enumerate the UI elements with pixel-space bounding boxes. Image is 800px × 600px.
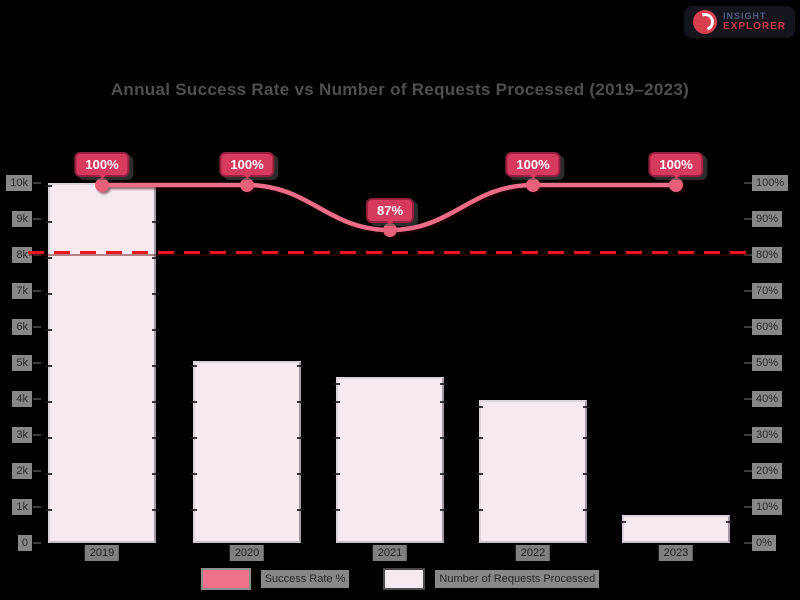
point-label-badge: 100% (505, 152, 561, 177)
right-axis-label: 20% (752, 463, 783, 479)
legend-swatch-bar (383, 568, 426, 590)
left-axis-label: 9k (12, 211, 32, 227)
right-axis-label: 0% (752, 535, 776, 551)
right-axis-label: 50% (752, 355, 783, 371)
left-axis-label: 7k (12, 283, 32, 299)
point-label-badge: 87% (365, 198, 415, 223)
bar-2019 (45, 183, 159, 543)
right-axis-label: 70% (752, 283, 783, 299)
right-axis-label: 60% (752, 319, 783, 335)
brand-line1: INSIGHT (722, 10, 767, 21)
left-axis-label: 1k (12, 499, 32, 515)
point-label-badge: 100% (74, 152, 130, 177)
bar-2023 (619, 515, 733, 543)
bar-2021 (333, 377, 447, 543)
x-axis-label: 2021 (372, 545, 408, 561)
right-axis-label: 30% (752, 427, 783, 443)
left-axis-label: 8k (12, 247, 32, 263)
point-label-badge: 100% (648, 152, 704, 177)
left-axis-label: 0 (17, 535, 32, 551)
left-axis-label: 2k (12, 463, 32, 479)
pie-swirl-icon (692, 10, 717, 34)
bar-2020 (190, 361, 304, 543)
right-axis-label: 90% (752, 211, 783, 227)
left-axis-ticks (33, 182, 41, 546)
legend: Success Rate % Number of Requests Proces… (0, 568, 800, 590)
legend-label-line: Success Rate % (260, 570, 350, 588)
legend-swatch-line (200, 568, 251, 590)
brand-logo: INSIGHT EXPLORER (683, 6, 795, 38)
right-axis-label: 80% (752, 247, 783, 263)
point-label-badge: 100% (219, 152, 275, 177)
left-axis-label: 6k (12, 319, 32, 335)
legend-label-bar: Number of Requests Processed (435, 570, 600, 588)
chart-title: Annual Success Rate vs Number of Request… (110, 80, 690, 99)
right-axis-label: 10% (752, 499, 783, 515)
x-axis-label: 2020 (229, 545, 265, 561)
right-axis-label: 40% (752, 391, 783, 407)
left-axis-label: 3k (12, 427, 32, 443)
x-axis-label: 2023 (658, 545, 694, 561)
right-axis-ticks (744, 182, 752, 546)
left-axis-label: 4k (12, 391, 32, 407)
x-axis-label: 2022 (515, 545, 551, 561)
brand-text: INSIGHT EXPLORER (722, 10, 786, 33)
right-axis-label: 100% (752, 175, 789, 191)
x-axis-label: 2019 (84, 545, 120, 561)
brand-line2: EXPLORER (722, 21, 786, 33)
bar-2022 (476, 400, 590, 543)
threshold-line (28, 251, 748, 254)
left-axis-label: 5k (12, 355, 32, 371)
left-axis-label: 10k (6, 175, 32, 191)
